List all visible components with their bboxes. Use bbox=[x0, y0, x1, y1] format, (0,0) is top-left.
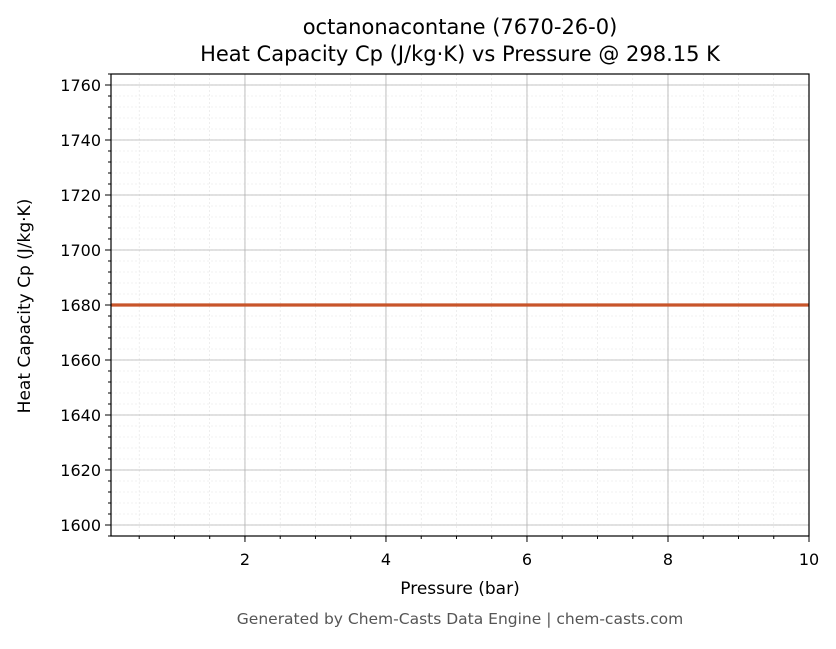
x-tick-label: 8 bbox=[663, 550, 673, 569]
x-axis-label: Pressure (bar) bbox=[400, 579, 519, 599]
y-tick-label: 1740 bbox=[60, 131, 101, 150]
y-tick-label: 1720 bbox=[60, 186, 101, 205]
y-axis-label: Heat Capacity Cp (J/kg·K) bbox=[15, 199, 35, 414]
tick-labels: 2 4 6 8 10 1600 1620 1640 1660 1680 1700 1720 1740 17… bbox=[60, 76, 819, 569]
x-tick-label: 4 bbox=[381, 550, 391, 569]
footer-credit: Generated by Chem-Casts Data Engine | ch… bbox=[237, 610, 683, 628]
y-tick-label: 1680 bbox=[60, 296, 101, 315]
chart-title: octanonacontane (7670-26-0) bbox=[303, 15, 618, 39]
x-tick-label: 6 bbox=[522, 550, 532, 569]
y-tick-label: 1700 bbox=[60, 241, 101, 260]
x-tick-label: 2 bbox=[240, 550, 250, 569]
x-tick-label: 10 bbox=[799, 550, 819, 569]
y-tick-label: 1660 bbox=[60, 351, 101, 370]
y-tick-label: 1640 bbox=[60, 406, 101, 425]
y-tick-label: 1760 bbox=[60, 76, 101, 95]
y-tick-label: 1600 bbox=[60, 516, 101, 535]
chart-subtitle: Heat Capacity Cp (J/kg·K) vs Pressure @ … bbox=[200, 42, 721, 66]
y-tick-label: 1620 bbox=[60, 461, 101, 480]
plot-frame bbox=[110, 73, 810, 537]
